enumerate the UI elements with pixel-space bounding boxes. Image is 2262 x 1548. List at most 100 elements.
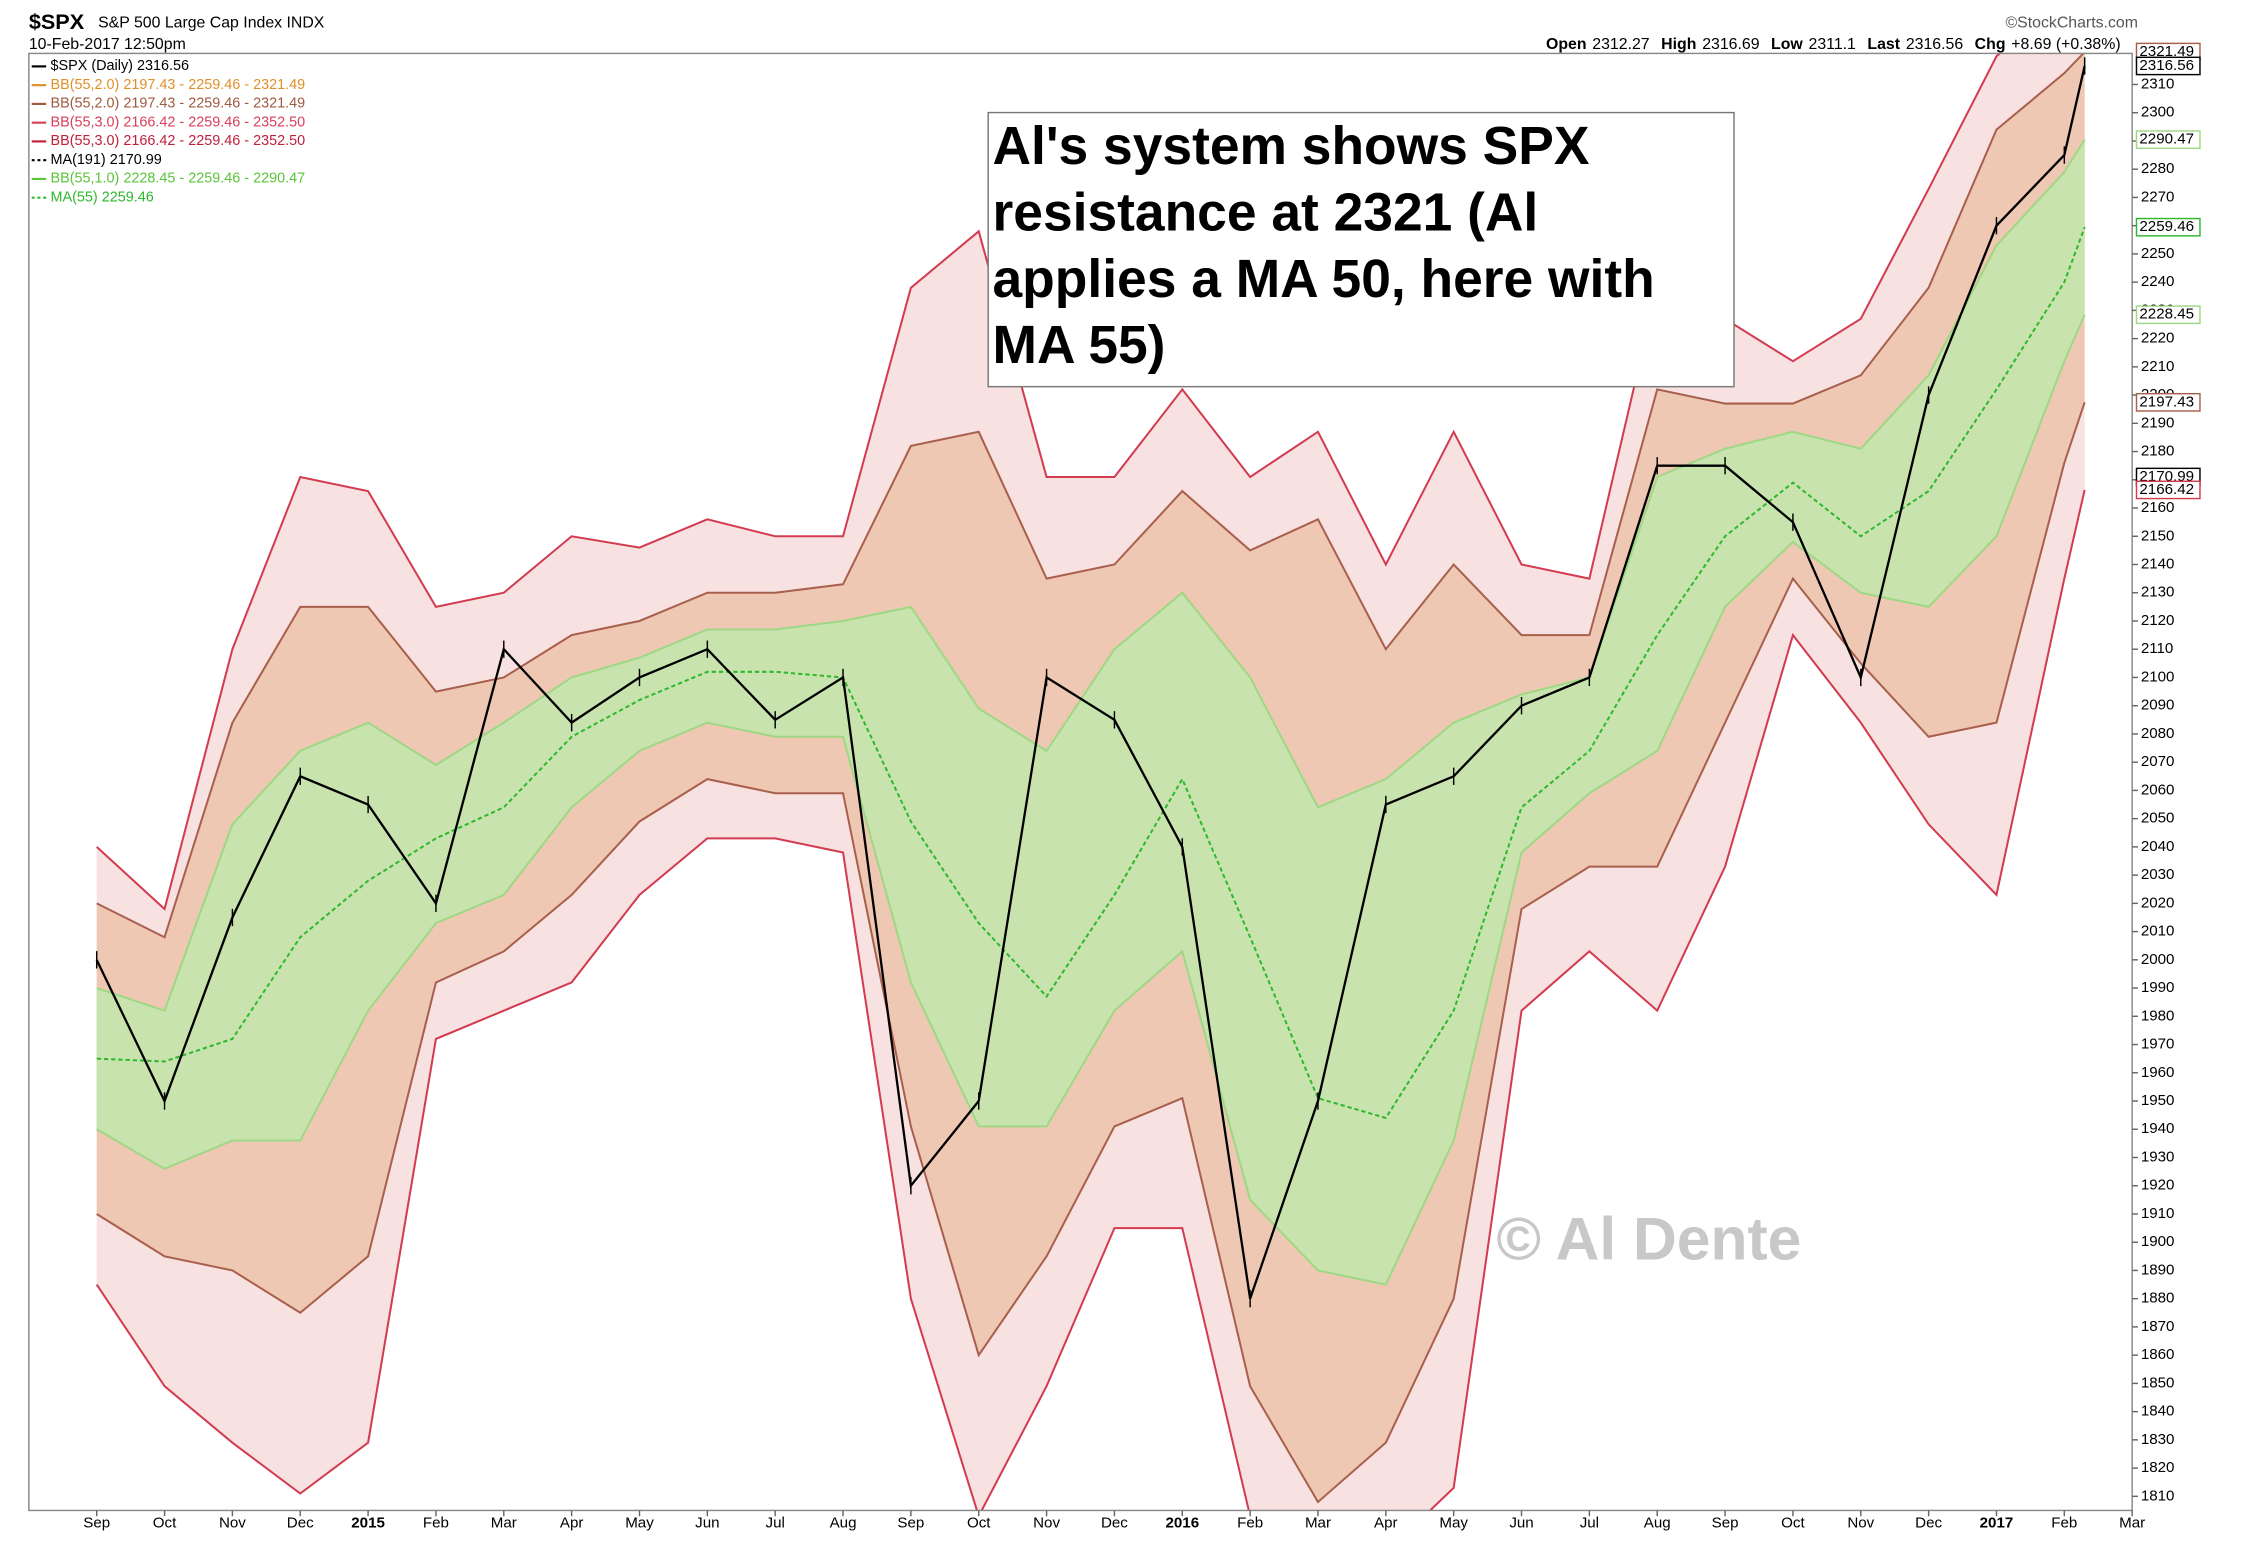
y-tick-label: 2100: [2141, 668, 2175, 685]
y-tick-label: 1910: [2141, 1205, 2175, 1222]
quote-value: +8.69 (+0.38%): [2011, 36, 2120, 53]
value-tag-label: 2259.46: [2139, 218, 2194, 235]
x-tick-label: Feb: [2051, 1514, 2077, 1531]
indicator-line: [96, 139, 2086, 1012]
y-tick-label: 1940: [2141, 1120, 2175, 1137]
x-tick-label: Sep: [897, 1514, 924, 1531]
value-tag: [2135, 217, 2201, 237]
quote-value: 2311.1: [1809, 36, 1857, 53]
y-tick-label: 2220: [2141, 330, 2175, 347]
value-tag-label: 2228.45: [2139, 306, 2194, 323]
x-tick-label: Dec: [287, 1514, 314, 1531]
y-tick-label: 2080: [2141, 725, 2175, 742]
y-tick-label: 2050: [2141, 810, 2175, 827]
y-tick-label: 2250: [2141, 245, 2175, 262]
legend-entry: $SPX (Daily) 2316.56: [50, 58, 189, 74]
quote-value: 2312.27: [1592, 36, 1650, 53]
legend-entry: BB(55,3.0) 2166.42 - 2259.46 - 2352.50: [50, 114, 305, 130]
plot-area: [95, 53, 2086, 1511]
y-tick-label: 2150: [2141, 527, 2175, 544]
value-tag-label: 2166.42: [2139, 481, 2194, 498]
x-tick-label: Nov: [219, 1514, 246, 1531]
symbol: $SPX: [29, 9, 85, 34]
value-tag: [2135, 392, 2201, 412]
y-tick-label: 2090: [2141, 697, 2175, 714]
legend-entry: BB(55,2.0) 2197.43 - 2259.46 - 2321.49: [50, 96, 305, 112]
x-tick-label: Sep: [83, 1514, 110, 1531]
legend-entry: MA(55) 2259.46: [50, 189, 153, 205]
x-tick-label: Mar: [2119, 1514, 2145, 1531]
annotation-box: [987, 111, 1735, 388]
value-tag: [2135, 56, 2201, 76]
x-tick-label: 2017: [1980, 1514, 2014, 1531]
indicator-line: [95, 489, 2086, 1511]
source: ©StockCharts.com: [2005, 14, 2137, 31]
y-tick-label: 1980: [2141, 1007, 2175, 1024]
x-tick-label: Oct: [153, 1514, 177, 1531]
y-tick-label: 2130: [2141, 584, 2175, 601]
y-tick-label: 2180: [2141, 443, 2175, 460]
y-tick-label: 2280: [2141, 160, 2175, 177]
quote-label: Last: [1867, 36, 1900, 53]
y-tick-label: 1890: [2141, 1261, 2175, 1278]
annotation-line: resistance at 2321 (Al: [993, 184, 1539, 243]
quote-label: Chg: [1975, 36, 2006, 53]
value-tag-label: 2321.49: [2139, 43, 2194, 60]
indicator-line: [96, 53, 2002, 911]
x-tick-label: Apr: [1374, 1514, 1398, 1531]
timestamp: 10-Feb-2017 12:50pm: [29, 36, 186, 53]
x-tick-label: May: [625, 1514, 654, 1531]
watermark: © Al Dente: [1496, 1205, 1801, 1273]
y-tick-label: 1930: [2141, 1148, 2175, 1165]
indicator-line: [96, 314, 2086, 1286]
value-tag-label: 2290.47: [2139, 131, 2194, 148]
y-tick-label: 2010: [2141, 923, 2175, 940]
y-tick-label: 1860: [2141, 1346, 2175, 1363]
value-tag: [2135, 305, 2201, 325]
x-tick-label: Dec: [1915, 1514, 1942, 1531]
y-tick-label: 2000: [2141, 951, 2175, 968]
x-tick-label: 2016: [1165, 1514, 1199, 1531]
y-tick-label: 2020: [2141, 894, 2175, 911]
x-tick-label: Oct: [1781, 1514, 1805, 1531]
legend-entry: BB(55,2.0) 2197.43 - 2259.46 - 2321.49: [50, 77, 305, 93]
y-tick-label: 2040: [2141, 838, 2175, 855]
x-tick-label: Aug: [1644, 1514, 1671, 1531]
legend-entry: BB(55,1.0) 2228.45 - 2259.46 - 2290.47: [50, 171, 305, 187]
y-tick-label: 1960: [2141, 1064, 2175, 1081]
indicator-line: [96, 402, 2086, 1504]
y-tick-label: 2240: [2141, 273, 2175, 290]
value-tag-label: 2316.56: [2139, 57, 2194, 74]
y-tick-label: 1840: [2141, 1403, 2175, 1420]
plot-frame: [28, 52, 2133, 1512]
x-tick-label: Jun: [695, 1514, 719, 1531]
indicator-line: [96, 226, 2086, 1120]
y-tick-label: 1990: [2141, 979, 2175, 996]
y-tick-label: 1950: [2141, 1092, 2175, 1109]
x-tick-label: Mar: [491, 1514, 517, 1531]
x-tick-label: 2015: [351, 1514, 385, 1531]
y-tick-label: 2120: [2141, 612, 2175, 629]
legend: $SPX (Daily) 2316.56 BB(55,2.0) 2197.43 -…: [31, 58, 305, 205]
x-tick-label: Apr: [560, 1514, 584, 1531]
y-tick-label: 2160: [2141, 499, 2175, 516]
y-tick-label: 2210: [2141, 358, 2175, 375]
band-fill: [96, 139, 2085, 1285]
y-tick-label: 1970: [2141, 1036, 2175, 1053]
y-tick-label: 1820: [2141, 1459, 2175, 1476]
y-tick-label: 2070: [2141, 753, 2175, 770]
y-tick-label: 2030: [2141, 866, 2175, 883]
quote-label: Open: [1546, 36, 1587, 53]
quote-label: Low: [1771, 36, 1803, 53]
y-tick-label: 1810: [2141, 1487, 2175, 1504]
x-tick-label: Nov: [1847, 1514, 1874, 1531]
quote-value: 2316.69: [1702, 36, 1760, 53]
quote-label: High: [1661, 36, 1696, 53]
x-tick-label: Oct: [967, 1514, 991, 1531]
x-tick-label: Mar: [1305, 1514, 1331, 1531]
y-tick-label: 1830: [2141, 1431, 2175, 1448]
x-tick-label: Feb: [1237, 1514, 1263, 1531]
y-tick-label: 2310: [2141, 75, 2175, 92]
quote: Open 2312.27 High 2316.69 Low 2311.1 Last 2316.…: [1546, 36, 2121, 53]
